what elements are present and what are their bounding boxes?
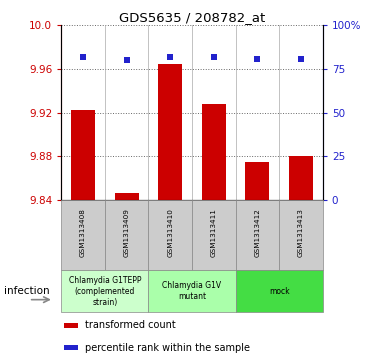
Text: Chlamydia G1V
mutant: Chlamydia G1V mutant (162, 281, 221, 301)
Text: GSM1313409: GSM1313409 (124, 208, 129, 257)
Bar (64, 346, 78, 350)
Bar (61, 270, 148, 312)
Bar (202, 104, 226, 200)
Text: mock: mock (269, 287, 289, 296)
Title: GDS5635 / 208782_at: GDS5635 / 208782_at (119, 11, 265, 24)
Bar (245, 162, 269, 200)
Text: transformed count: transformed count (85, 321, 175, 330)
Bar (158, 64, 182, 200)
Bar (236, 200, 279, 270)
Bar (115, 193, 139, 200)
Text: GSM1313410: GSM1313410 (167, 208, 173, 257)
Text: Chlamydia G1TEPP
(complemented
strain): Chlamydia G1TEPP (complemented strain) (69, 276, 141, 307)
Text: percentile rank within the sample: percentile rank within the sample (85, 343, 250, 352)
Bar (236, 270, 323, 312)
Text: GSM1313412: GSM1313412 (255, 208, 260, 257)
Bar (148, 200, 192, 270)
Bar (148, 270, 236, 312)
Text: GSM1313411: GSM1313411 (211, 208, 217, 257)
Bar (105, 200, 148, 270)
Bar (279, 200, 323, 270)
Text: GSM1313408: GSM1313408 (80, 208, 86, 257)
Text: infection: infection (4, 286, 49, 296)
Text: GSM1313413: GSM1313413 (298, 208, 304, 257)
Bar (71, 110, 95, 200)
Bar (64, 323, 78, 327)
Bar (192, 200, 236, 270)
Bar (61, 200, 105, 270)
Bar (289, 156, 313, 200)
